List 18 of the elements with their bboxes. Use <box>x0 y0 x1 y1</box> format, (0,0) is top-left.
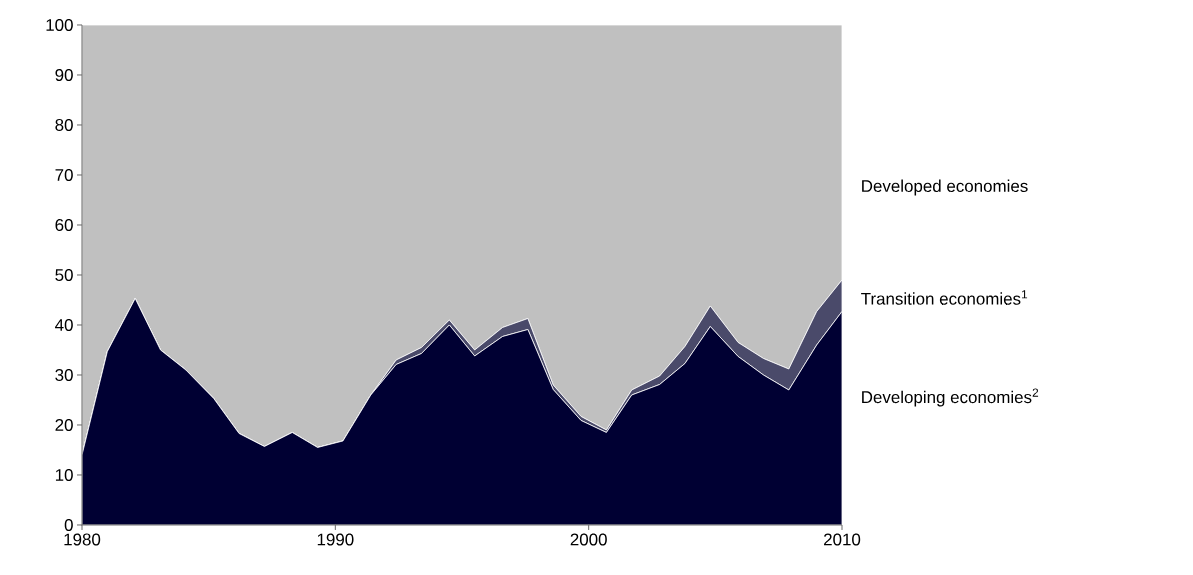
y-tick-label: 30 <box>55 368 73 381</box>
y-tick-label: 50 <box>55 268 73 281</box>
y-tick-label: 40 <box>55 318 73 331</box>
series-label: Transition economies$^{1}$ <box>861 290 1028 305</box>
y-tick-label: 80 <box>55 118 73 131</box>
y-tick-label: 20 <box>55 418 73 431</box>
x-tick-label: 2010 <box>824 533 861 546</box>
x-tick-label: 1990 <box>317 533 354 546</box>
y-tick-label: 0 <box>64 518 73 531</box>
y-tick-label: 10 <box>55 468 73 481</box>
x-tick-label: 1980 <box>64 533 101 546</box>
y-tick-label: 60 <box>55 218 73 231</box>
series-label: Developed economies <box>862 179 1028 196</box>
x-tick-label: 2000 <box>570 533 607 546</box>
y-tick-label: 70 <box>55 168 73 181</box>
series-label: Developing economies$^{2}$ <box>862 388 1039 407</box>
y-tick-label: 90 <box>55 68 73 81</box>
y-tick-label: 100 <box>46 18 73 31</box>
